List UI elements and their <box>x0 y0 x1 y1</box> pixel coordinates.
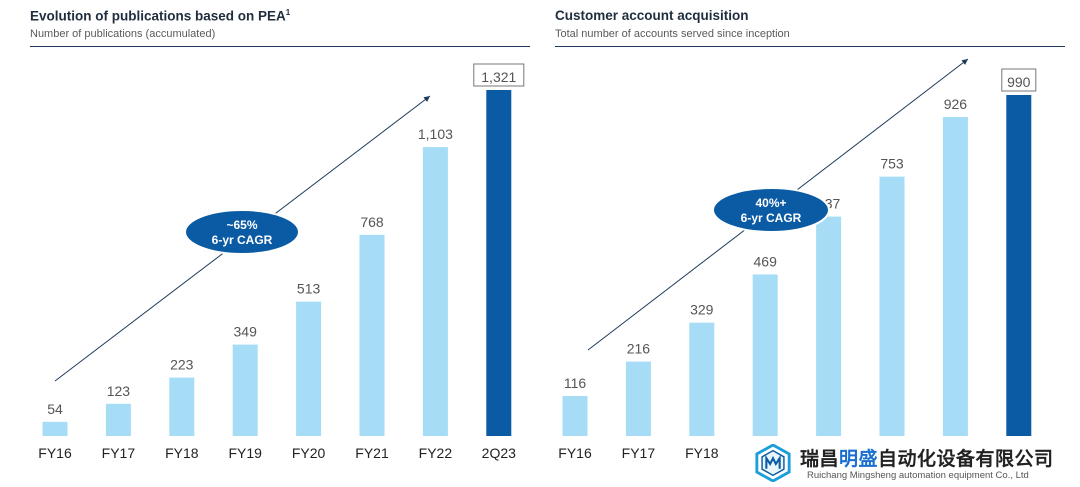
hexagon-logo-icon <box>755 444 791 482</box>
category-label: FY20 <box>292 445 326 461</box>
publications-bar-chart: 54 FY16 123 FY17 223 FY18 349 FY19 513 FY20 768 FY2… <box>38 63 525 461</box>
chart-title: Evolution of publications based on PEA1 <box>30 8 291 24</box>
accounts-bar-chart: 116FY16216FY17329FY1846963775392699040%+… <box>558 58 1037 461</box>
bar-fy19 <box>232 344 258 436</box>
bar-fy18 <box>169 377 195 436</box>
value-label: 54 <box>47 401 63 417</box>
company-name: 瑞昌明盛自动化设备有限公司 <box>800 448 1054 470</box>
cagr-label: 6-yr CAGR <box>212 233 273 247</box>
value-label: 753 <box>880 156 904 172</box>
bar-fy16 <box>42 421 68 436</box>
cagr-label: 6-yr CAGR <box>741 211 802 225</box>
value-label: 926 <box>944 96 968 112</box>
value-label: 513 <box>297 281 321 297</box>
bar-fy20 <box>816 216 842 436</box>
bar-2q23 <box>1006 95 1032 436</box>
category-label: FY18 <box>165 445 199 461</box>
value-label: 349 <box>234 324 258 340</box>
bar-fy21 <box>879 176 905 436</box>
bar-2q23 <box>486 90 512 436</box>
title-divider <box>555 46 1065 47</box>
value-label: 329 <box>690 302 714 318</box>
cagr-badge <box>184 209 300 255</box>
value-label: 116 <box>564 375 587 391</box>
value-label-box <box>473 63 525 87</box>
bar-fy18 <box>689 322 715 436</box>
category-label: FY16 <box>558 445 592 461</box>
chart-title: Customer account acquisition <box>555 8 749 23</box>
chart-subtitle: Number of publications (accumulated) <box>30 28 216 40</box>
bar-fy22 <box>942 117 968 437</box>
bar-fy21 <box>359 234 385 436</box>
value-label: 223 <box>170 357 194 373</box>
cagr-badge <box>712 187 830 233</box>
category-label: FY19 <box>228 445 262 461</box>
bar-fy22 <box>422 147 448 436</box>
value-label: 990 <box>1007 74 1031 90</box>
category-label: FY21 <box>355 445 389 461</box>
chart-panel-publications: Evolution of publications based on PEA1 … <box>30 8 530 461</box>
category-label: FY17 <box>622 445 656 461</box>
company-name-english: Ruichang Mingsheng automation equipment … <box>807 470 1029 481</box>
bar-fy17 <box>105 403 131 436</box>
value-label: 469 <box>754 253 778 269</box>
value-label: 123 <box>107 383 131 399</box>
bar-fy16 <box>562 396 588 436</box>
category-label: FY16 <box>38 445 72 461</box>
value-label-box <box>1001 68 1037 92</box>
chart-subtitle: Total number of accounts served since in… <box>555 28 790 40</box>
category-label: FY18 <box>685 445 719 461</box>
category-label: 2Q23 <box>482 445 516 461</box>
category-label: FY22 <box>419 445 453 461</box>
bar-fy20 <box>296 301 322 436</box>
value-label: 1,321 <box>481 69 516 85</box>
value-label: 768 <box>360 214 384 230</box>
cagr-value: ~65% <box>226 218 257 232</box>
title-divider <box>30 46 530 47</box>
bar-fy19 <box>752 274 778 436</box>
chart-panel-accounts: Customer account acquisition Total numbe… <box>540 0 1080 487</box>
category-label: FY17 <box>102 445 136 461</box>
cagr-value: 40%+ <box>755 196 786 210</box>
value-label: 216 <box>627 341 651 357</box>
company-watermark: 瑞昌明盛自动化设备有限公司 Ruichang Mingsheng automat… <box>752 440 1080 487</box>
bar-fy17 <box>625 361 651 436</box>
value-label: 1,103 <box>418 126 453 142</box>
